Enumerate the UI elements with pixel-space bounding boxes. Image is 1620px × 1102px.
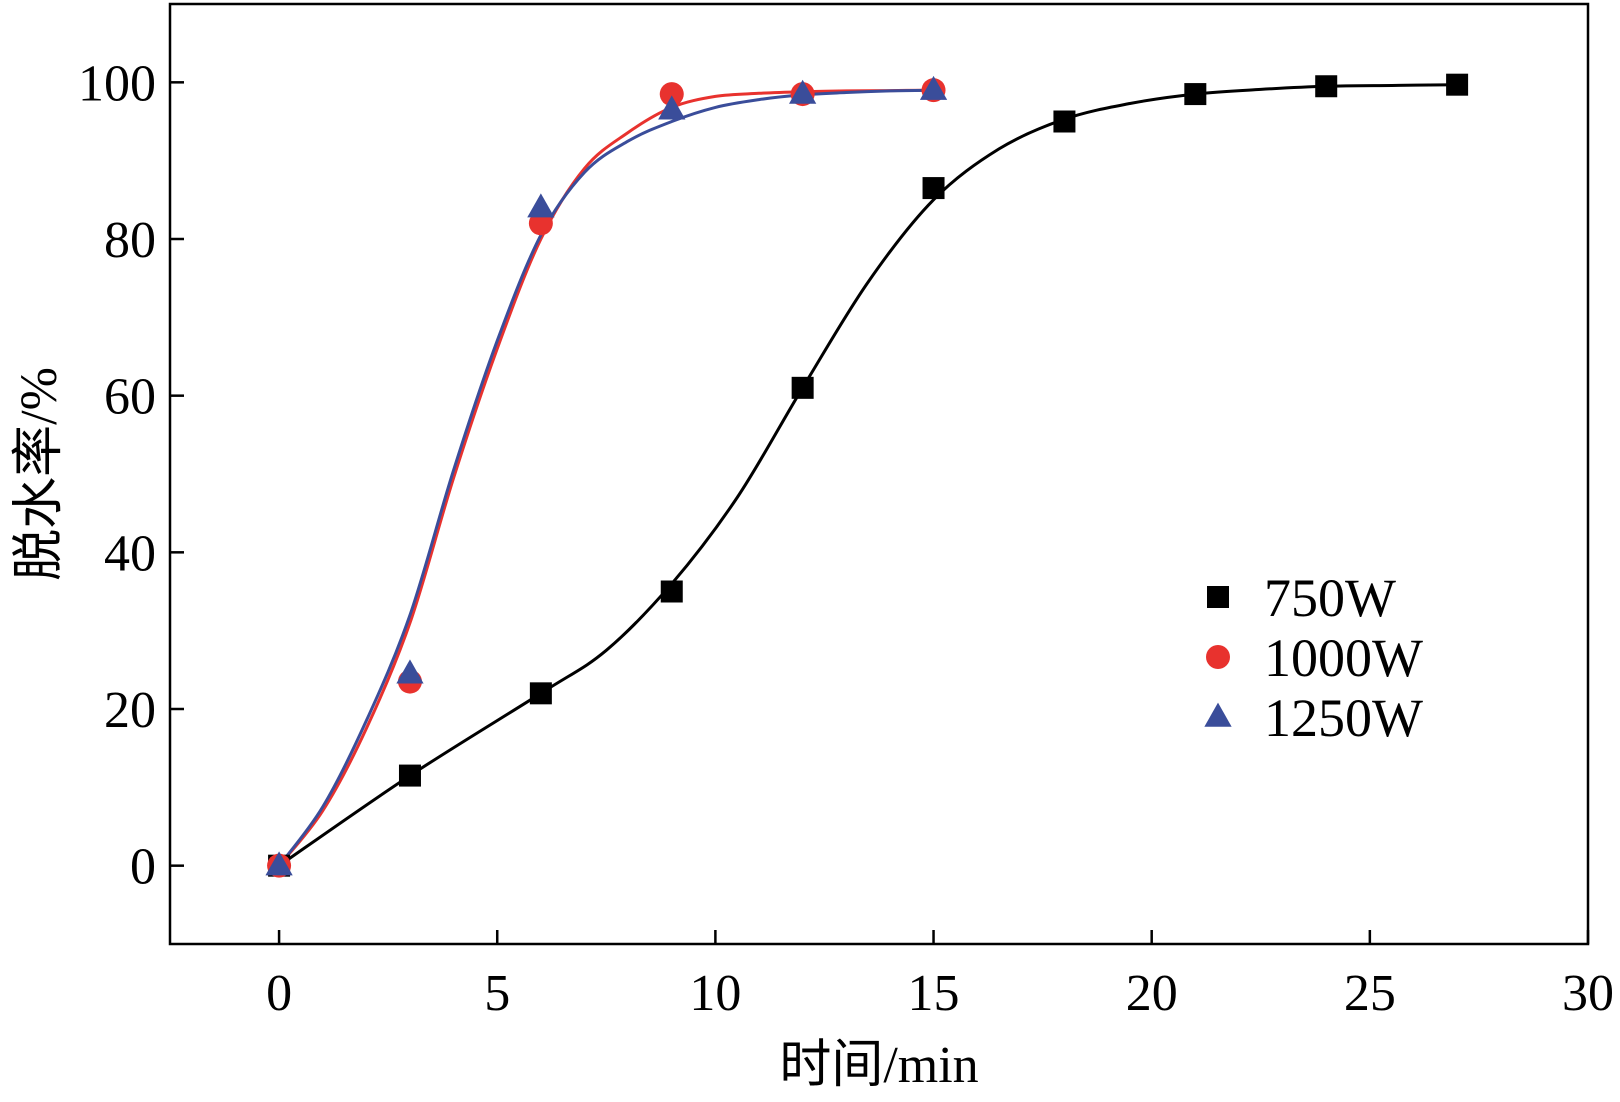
x-tick-label: 30 (1562, 965, 1614, 1022)
point-750w (1053, 110, 1076, 133)
fit-curve-1250w (277, 88, 934, 867)
y-tick-label: 0 (130, 839, 156, 896)
legend-marker-1250w (1204, 702, 1232, 727)
point-1000w (659, 82, 684, 107)
point-750w (660, 580, 683, 603)
x-tick-label: 20 (1126, 965, 1178, 1022)
legend-label-1000w: 1000W (1264, 628, 1423, 688)
plot-frame (168, 2, 1590, 946)
y-axis-title: 脱水率/% (11, 367, 68, 581)
y-tick-label: 60 (104, 369, 156, 426)
x-tick-label: 5 (484, 965, 510, 1022)
y-tick-label: 20 (104, 682, 156, 739)
point-750w (1446, 73, 1469, 96)
y-axis-ticks: 0 20 40 60 80 100 (78, 55, 184, 896)
x-tick-label: 10 (689, 965, 741, 1022)
point-1250w (396, 659, 424, 684)
point-750w (791, 376, 814, 399)
legend-label-750w: 750W (1264, 568, 1396, 628)
fit-curve-750w (278, 83, 1458, 867)
point-1250w (789, 79, 817, 104)
point-1250w (265, 851, 293, 876)
y-tick-label: 100 (78, 55, 156, 112)
y-tick-label: 40 (104, 525, 156, 582)
legend-marker-750w (1207, 586, 1229, 608)
plot-border (168, 2, 1590, 946)
x-tick-label: 0 (266, 965, 292, 1022)
x-tick-label: 15 (908, 965, 960, 1022)
point-750w (922, 177, 945, 200)
y-tick-label: 80 (104, 212, 156, 269)
legend-label-1250w: 1250W (1264, 688, 1423, 748)
point-750w (529, 682, 552, 705)
point-1250w (919, 75, 948, 100)
data-markers (265, 73, 1469, 878)
point-1250w (658, 95, 686, 120)
point-750w (1184, 83, 1207, 106)
legend-marker-1000w (1206, 645, 1230, 669)
x-axis-title: 时间/min (779, 1037, 978, 1094)
fit-curve-1000w (277, 88, 934, 867)
x-axis-ticks: 0 5 10 15 20 25 30 (266, 930, 1614, 1022)
fit-curves (277, 83, 1458, 867)
x-tick-label: 25 (1344, 965, 1396, 1022)
point-750w (398, 764, 421, 787)
point-1250w (527, 193, 555, 218)
point-750w (1315, 75, 1338, 98)
